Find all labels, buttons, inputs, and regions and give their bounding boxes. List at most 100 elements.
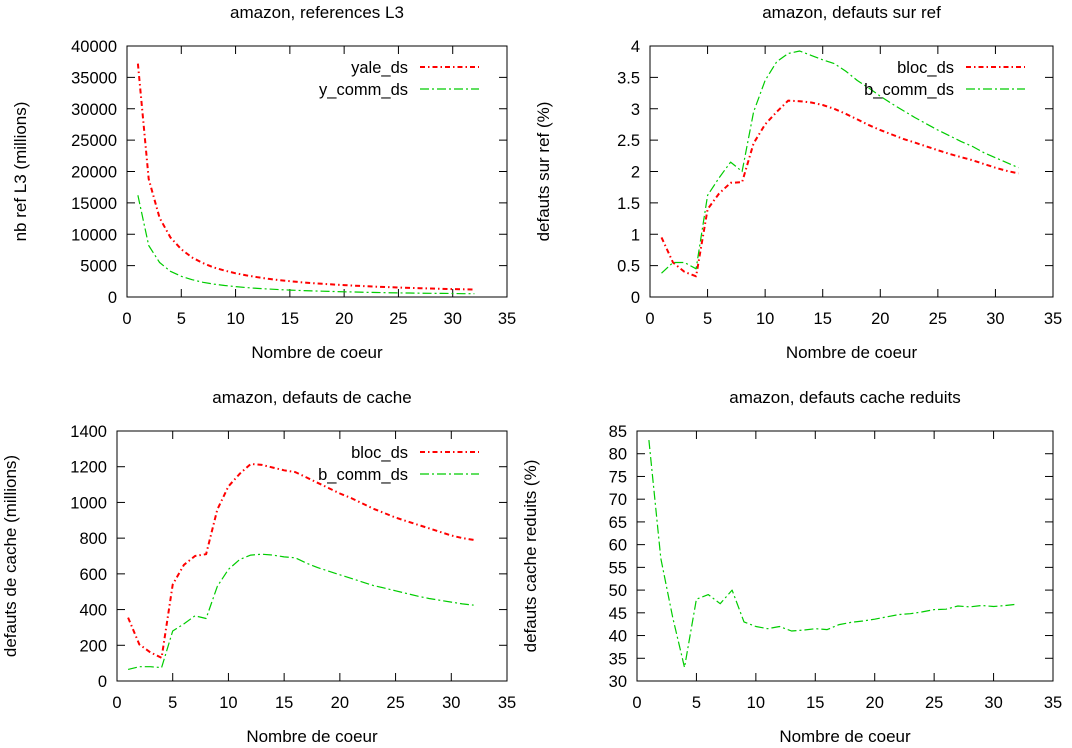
x-tick-label: 5 (177, 310, 186, 328)
x-tick-label: 5 (692, 694, 701, 712)
y-tick-label: 40000 (71, 38, 117, 56)
y-tick-label: 75 (609, 468, 627, 486)
y-tick-label: 1.5 (617, 195, 640, 213)
series-line-y-comm-ds (137, 195, 475, 295)
x-tick-label: 35 (1044, 694, 1062, 712)
y-tick-label: 800 (79, 530, 107, 548)
x-tick-label: 25 (386, 694, 404, 712)
x-tick-label: 10 (756, 310, 774, 328)
x-tick-label: 30 (984, 694, 1002, 712)
series-line-b-comm-ds (127, 553, 474, 670)
y-tick-label: 200 (79, 637, 107, 655)
x-tick-label: 0 (122, 310, 131, 328)
y-tick-label: 1200 (70, 459, 107, 477)
x-axis-label: Nombre de coeur (786, 343, 918, 362)
x-tick-label: 10 (219, 694, 237, 712)
y-tick-label: 35000 (71, 69, 117, 87)
y-tick-label: 600 (79, 566, 107, 584)
y-tick-label: 60 (609, 537, 627, 555)
x-tick-label: 5 (168, 694, 177, 712)
chart-title: amazon, defauts cache reduits (729, 388, 961, 407)
y-tick-label: 15000 (71, 195, 117, 213)
chart-panel-1: amazon, references L3 Nombre de coeur nb r… (11, 3, 516, 362)
y-tick-label: 70 (609, 491, 627, 509)
legend-label: b_comm_ds (864, 81, 954, 99)
y-tick-label: 400 (79, 602, 107, 620)
x-axis-label: Nombre de coeur (251, 343, 383, 362)
chart-panel-2: amazon, defauts sur ref Nombre de coeur de… (534, 3, 1062, 362)
x-tick-label: 15 (814, 310, 832, 328)
y-axis-label: nb ref L3 (millions) (11, 102, 30, 242)
y-tick-label: 65 (609, 514, 627, 532)
plot-area-frame (116, 430, 508, 682)
x-tick-label: 15 (281, 310, 299, 328)
plot-area-frame (636, 430, 1054, 682)
legend-entry: bloc_ds (897, 59, 1025, 77)
x-tick-label: 15 (275, 694, 293, 712)
y-axis-label: defauts sur ref (%) (534, 102, 553, 242)
y-tick-label: 1 (631, 226, 640, 244)
y-tick-label: 85 (609, 423, 627, 441)
x-tick-label: 30 (444, 310, 462, 328)
plot-area-frame (126, 45, 508, 298)
y-tick-label: 0.5 (617, 258, 640, 276)
y-tick-label: 0 (631, 289, 640, 307)
x-tick-label: 25 (389, 310, 407, 328)
chart-panel-4: amazon, defauts cache reduits Nombre de c… (521, 388, 1062, 746)
x-tick-label: 30 (986, 310, 1004, 328)
x-tick-label: 0 (632, 694, 641, 712)
y-tick-label: 55 (609, 559, 627, 577)
legend-label: b_comm_ds (318, 466, 408, 484)
x-tick-label: 0 (645, 310, 654, 328)
x-tick-label: 10 (747, 694, 765, 712)
y-tick-label: 20000 (71, 164, 117, 182)
x-tick-label: 25 (929, 310, 947, 328)
series-line-series-1 (648, 440, 1018, 669)
y-tick-label: 3 (631, 101, 640, 119)
y-tick-label: 2 (631, 164, 640, 182)
x-tick-label: 35 (1044, 310, 1062, 328)
y-tick-label: 80 (609, 446, 627, 464)
y-tick-label: 4 (631, 38, 640, 56)
y-tick-label: 30 (609, 673, 627, 691)
legend-label: y_comm_ds (319, 81, 408, 99)
x-tick-label: 10 (226, 310, 244, 328)
x-tick-label: 15 (806, 694, 824, 712)
series-line-bloc-ds (660, 99, 1019, 278)
y-tick-label: 1000 (70, 494, 107, 512)
legend-entry: yale_ds (351, 59, 479, 77)
y-tick-label: 30000 (71, 101, 117, 119)
x-tick-label: 20 (331, 694, 349, 712)
chart-panel-3: amazon, defauts de cache Nombre de coeur d… (1, 388, 516, 746)
series-line-yale-ds (136, 63, 475, 291)
y-axis-label: defauts de cache (millions) (1, 455, 20, 657)
y-tick-label: 0 (98, 673, 107, 691)
x-tick-label: 20 (335, 310, 353, 328)
y-tick-label: 0 (108, 289, 117, 307)
x-axis-label: Nombre de coeur (246, 727, 378, 746)
chart-title: amazon, defauts sur ref (762, 3, 941, 22)
y-tick-label: 1400 (70, 423, 107, 441)
series-line-b-comm-ds (661, 50, 1019, 274)
series-line-bloc-ds (127, 463, 474, 659)
legend-entry: y_comm_ds (319, 81, 479, 99)
chart-title: amazon, defauts de cache (212, 388, 411, 407)
x-tick-label: 35 (498, 310, 516, 328)
x-tick-label: 35 (498, 694, 516, 712)
y-tick-label: 3.5 (617, 69, 640, 87)
y-tick-label: 45 (609, 605, 627, 623)
x-tick-label: 30 (442, 694, 460, 712)
y-tick-label: 10000 (71, 226, 117, 244)
y-axis-label: defauts cache reduits (%) (521, 460, 540, 653)
x-tick-label: 25 (925, 694, 943, 712)
x-axis-label: Nombre de coeur (779, 727, 911, 746)
y-tick-label: 25000 (71, 132, 117, 150)
legend-label: bloc_ds (351, 444, 408, 462)
x-tick-label: 20 (871, 310, 889, 328)
x-tick-label: 5 (703, 310, 712, 328)
legend-label: yale_ds (351, 59, 408, 77)
legend-entry: b_comm_ds (864, 81, 1025, 99)
plot-area-frame (649, 45, 1054, 298)
x-tick-label: 20 (866, 694, 884, 712)
